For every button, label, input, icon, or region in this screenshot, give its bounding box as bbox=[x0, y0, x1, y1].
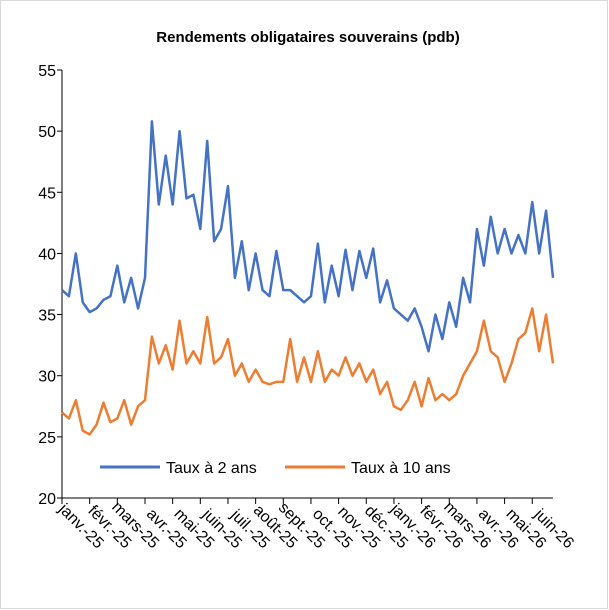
y-tick-label: 40 bbox=[38, 246, 56, 263]
y-tick-label: 30 bbox=[38, 369, 56, 386]
chart-title: Rendements obligataires souverains (pdb) bbox=[156, 29, 459, 46]
series-line bbox=[61, 307, 555, 436]
legend-label: Taux à 2 ans bbox=[166, 460, 257, 477]
y-tick-label: 50 bbox=[38, 124, 56, 141]
y-tick-label: 45 bbox=[38, 185, 56, 202]
legend-label: Taux à 10 ans bbox=[351, 460, 451, 477]
y-tick-label: 55 bbox=[38, 63, 56, 80]
y-tick-label: 20 bbox=[38, 491, 56, 508]
series-line bbox=[61, 120, 555, 353]
y-tick-label: 35 bbox=[38, 308, 56, 325]
y-tick-label: 25 bbox=[38, 430, 56, 447]
